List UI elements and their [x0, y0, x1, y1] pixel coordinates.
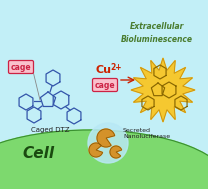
Text: Cu: Cu: [96, 65, 112, 75]
Text: Extracellular
Bioluminescence: Extracellular Bioluminescence: [121, 22, 193, 43]
Circle shape: [88, 123, 128, 163]
FancyBboxPatch shape: [93, 78, 118, 91]
Text: cage: cage: [11, 63, 31, 71]
Wedge shape: [110, 146, 122, 158]
Text: cage: cage: [95, 81, 115, 90]
FancyBboxPatch shape: [9, 60, 33, 74]
Text: 2+: 2+: [110, 63, 121, 72]
Ellipse shape: [0, 130, 208, 189]
Text: Cell: Cell: [22, 146, 54, 161]
Text: Secreted
Nanoluciferase: Secreted Nanoluciferase: [123, 128, 170, 139]
Wedge shape: [97, 129, 115, 147]
Polygon shape: [131, 58, 195, 122]
Text: Caged DTZ: Caged DTZ: [31, 127, 69, 133]
Wedge shape: [89, 143, 103, 157]
